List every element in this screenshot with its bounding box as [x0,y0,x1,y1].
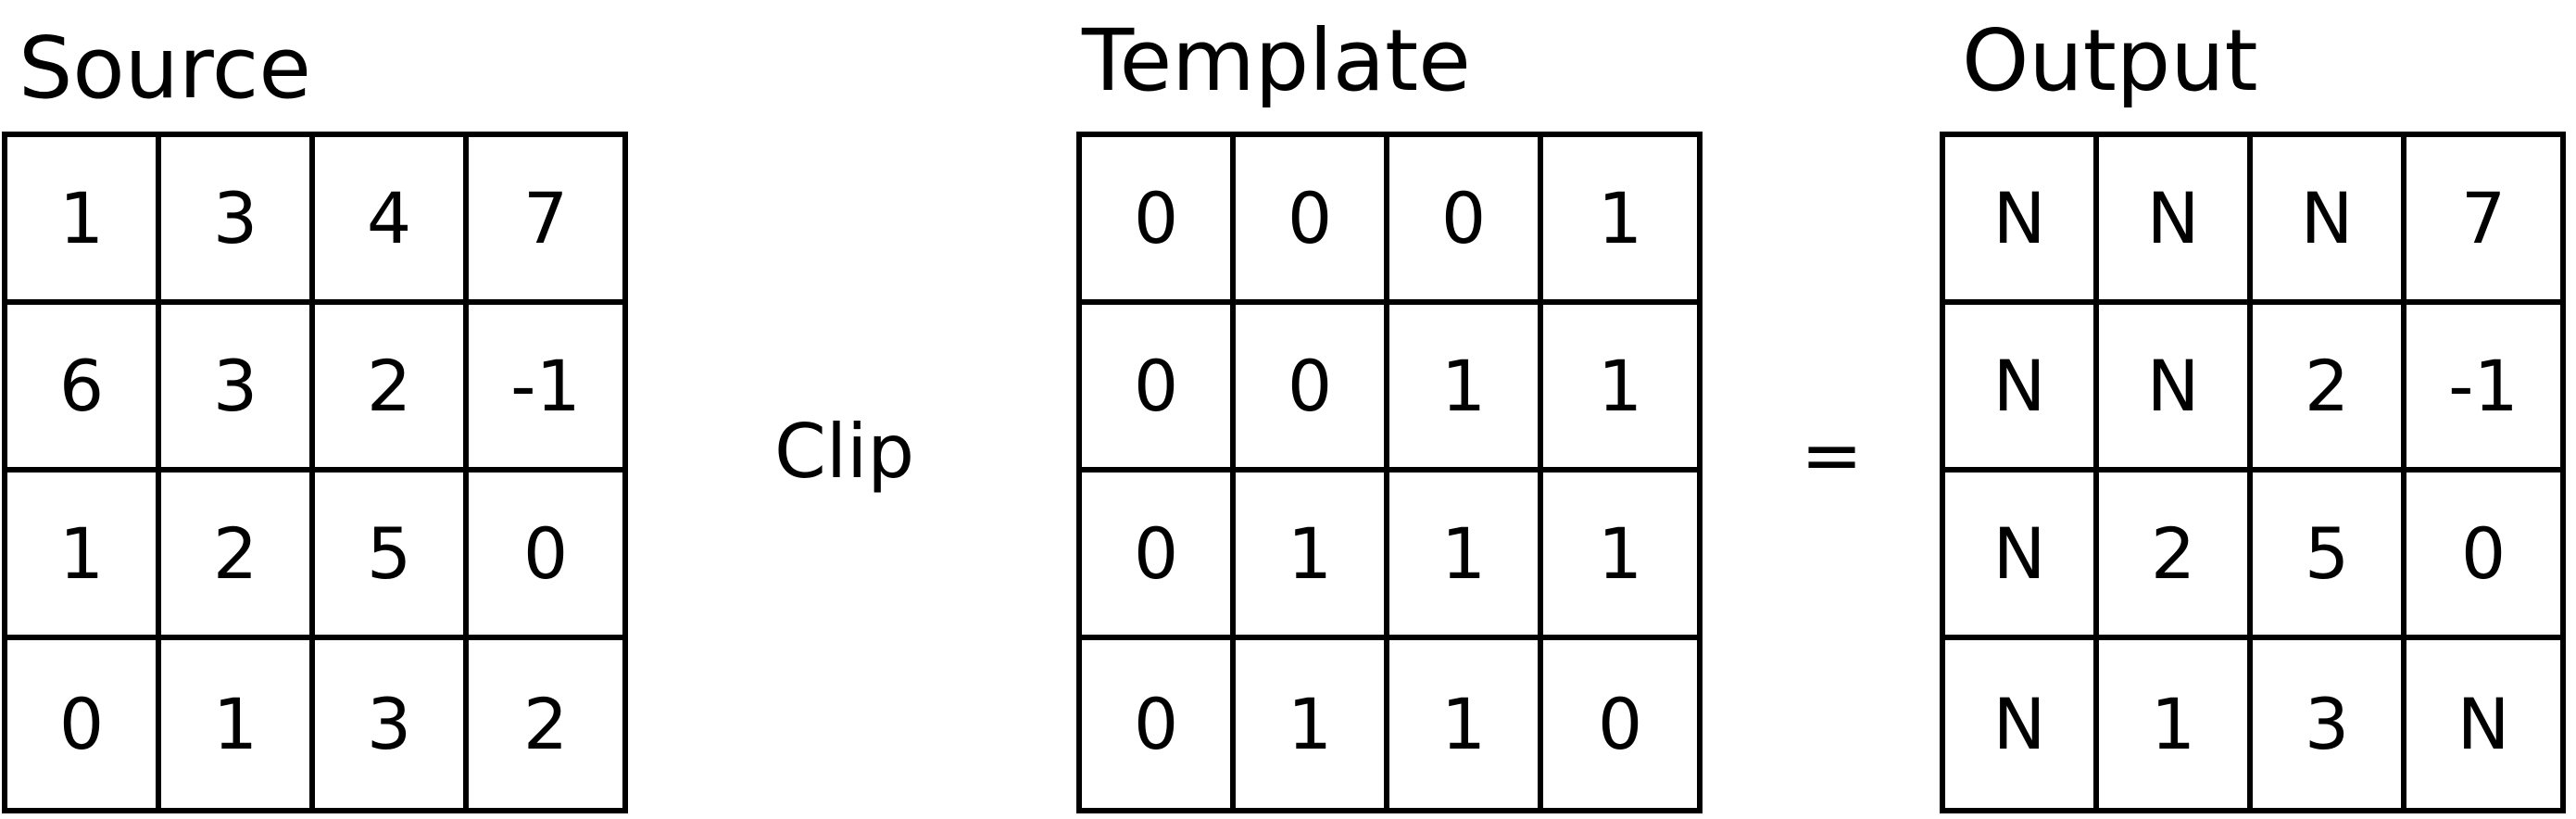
template-cell: 1 [1236,640,1389,808]
output-grid: N N N 7 N N 2 -1 N 2 5 0 N 1 3 N [1940,132,2566,813]
output-cell: 2 [2099,472,2253,640]
source-cell: -1 [469,305,622,472]
template-cell: 1 [1543,472,1697,640]
clip-operator: Clip [774,409,915,495]
source-cell: 3 [161,305,315,472]
source-cell: 1 [7,472,161,640]
template-cell: 1 [1543,305,1697,472]
source-cell: 1 [7,137,161,305]
template-cell: 0 [1082,305,1236,472]
template-cell: 0 [1389,137,1543,305]
output-cell: 1 [2099,640,2253,808]
source-cell: 4 [315,137,469,305]
template-cell: 1 [1389,472,1543,640]
output-cell: N [1945,472,2099,640]
template-cell: 0 [1236,305,1389,472]
source-cell: 2 [522,682,569,765]
output-cell: N [2253,137,2406,305]
source-title: Source [19,19,311,118]
output-cell: N [1945,305,2099,472]
template-title: Template [1082,11,1471,110]
source-cell: 7 [469,137,622,305]
output-cell: N [2099,305,2253,472]
source-cell: 2 [315,305,469,472]
output-cell: -1 [2406,305,2560,472]
output-cell: 0 [2406,472,2560,640]
output-title: Output [1962,11,2258,110]
template-cell: 0 [1597,682,1643,765]
output-cell: N [1945,640,2099,808]
output-cell: 3 [2253,640,2406,808]
template-cell: 0 [1082,472,1236,640]
source-grid: 1 3 4 7 6 3 2 -1 1 2 5 0 0 1 3 2 [2,132,628,813]
output-cell: 7 [2406,137,2560,305]
source-cell: 2 [161,472,315,640]
source-cell: 3 [315,640,469,808]
template-cell: 0 [1082,137,1236,305]
source-cell: 3 [161,137,315,305]
template-cell: 1 [1389,640,1543,808]
output-cell: N [2457,682,2510,765]
output-cell: N [2099,137,2253,305]
template-cell: 1 [1389,305,1543,472]
template-cell: 0 [1236,137,1389,305]
source-cell: 6 [7,305,161,472]
template-cell: 1 [1236,472,1389,640]
source-cell: 0 [7,640,161,808]
template-cell: 1 [1543,137,1697,305]
output-cell: 5 [2253,472,2406,640]
template-grid: 0 0 0 1 0 0 1 1 0 1 1 1 0 1 1 0 [1076,132,1703,813]
output-cell: N [1945,137,2099,305]
source-cell: 0 [469,472,622,640]
source-cell: 1 [161,640,315,808]
equals-sign: = [1801,412,1864,498]
template-cell: 0 [1082,640,1236,808]
output-cell: 2 [2253,305,2406,472]
source-cell: 5 [315,472,469,640]
